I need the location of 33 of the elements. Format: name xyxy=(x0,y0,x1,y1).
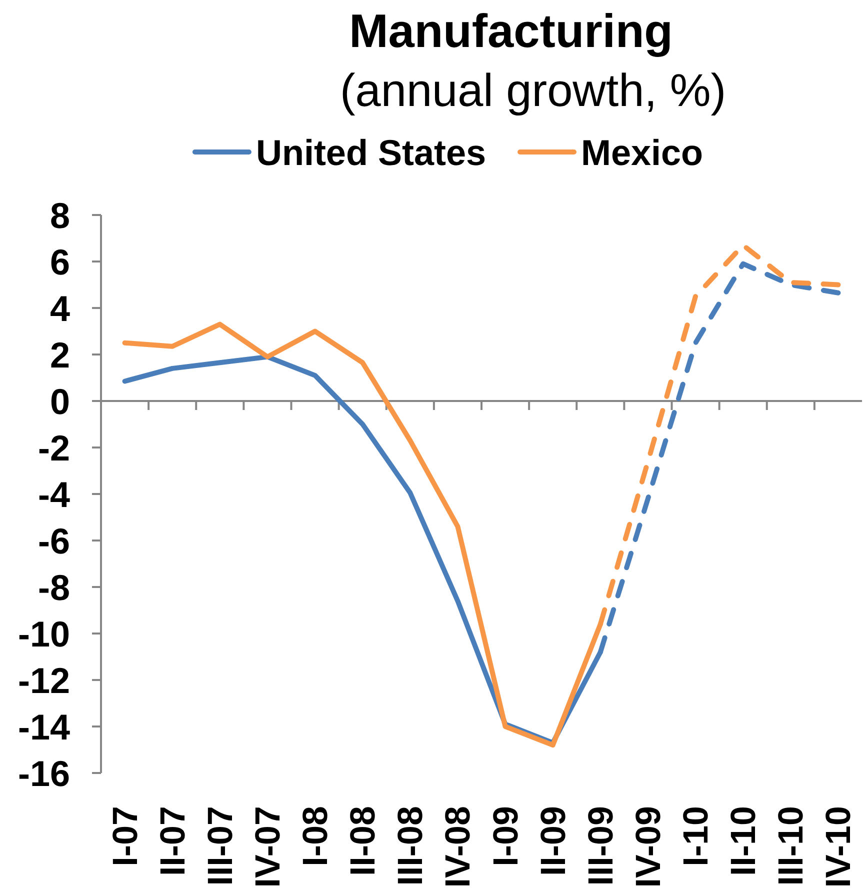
y-tick-label: 4 xyxy=(50,288,70,328)
x-tick-label: III-10 xyxy=(771,806,810,886)
x-tick-label: III-07 xyxy=(200,806,240,886)
x-tick-label: II-10 xyxy=(724,806,763,876)
x-tick-label: IV-09 xyxy=(628,806,668,888)
chart-title: Manufacturing xyxy=(349,4,673,57)
x-tick-label: IV-10 xyxy=(818,806,858,888)
y-tick-label: -14 xyxy=(18,706,70,747)
x-tick-label: IV-07 xyxy=(248,806,287,888)
x-tick-label: I-08 xyxy=(296,806,335,866)
y-tick-label: 6 xyxy=(50,241,70,282)
y-tick-label: -2 xyxy=(38,427,70,468)
x-tick-label: II-07 xyxy=(152,806,192,876)
x-tick-label: IV-08 xyxy=(438,806,478,888)
y-tick-label: 2 xyxy=(50,334,70,375)
chart-subtitle: (annual growth, %) xyxy=(340,64,726,116)
legend-label: United States xyxy=(256,132,486,172)
y-tick-label: -4 xyxy=(38,474,70,514)
x-tick-label: III-08 xyxy=(390,806,430,886)
y-tick-label: 8 xyxy=(50,194,70,236)
x-tick-label: II-09 xyxy=(533,806,572,876)
legend-label: Mexico xyxy=(581,132,704,172)
y-tick-label: -8 xyxy=(38,566,70,608)
x-tick-label: I-09 xyxy=(486,806,525,866)
y-tick-label: -6 xyxy=(38,520,70,561)
y-tick-label: -10 xyxy=(18,613,70,654)
x-tick-label: II-08 xyxy=(343,806,382,876)
x-tick-label: III-09 xyxy=(580,806,620,886)
y-tick-label: -12 xyxy=(18,660,70,700)
y-tick-label: 0 xyxy=(50,380,70,422)
y-tick-label: -16 xyxy=(18,752,70,794)
x-tick-label: I-07 xyxy=(105,806,144,866)
x-tick-label: I-10 xyxy=(676,806,716,866)
